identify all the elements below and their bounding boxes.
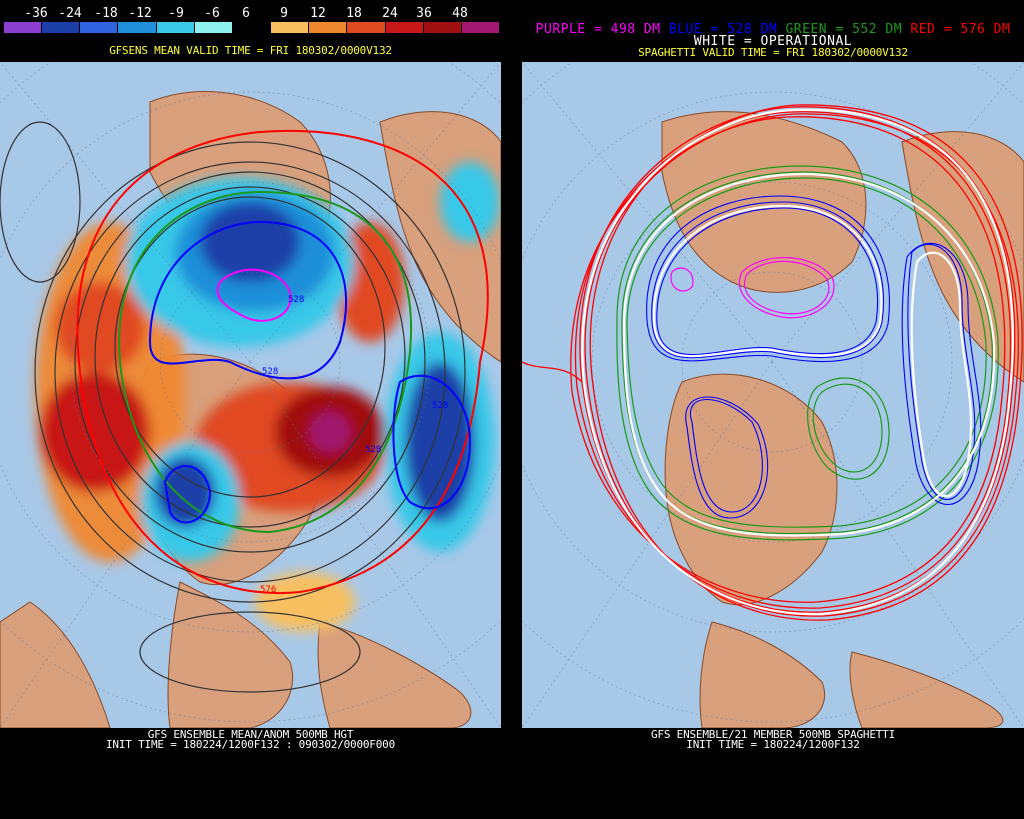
polar-stereographic-map bbox=[522, 62, 1024, 728]
colorbar-label: -18 bbox=[94, 6, 118, 21]
498-contour bbox=[216, 268, 292, 322]
colorbar-swatch bbox=[156, 22, 195, 33]
south-america-landmass bbox=[849, 651, 1004, 728]
576-contour bbox=[76, 130, 489, 594]
552-contour bbox=[118, 190, 413, 534]
legend-blue: BLUE = 528 DM bbox=[668, 22, 778, 37]
contour-label: 576 bbox=[260, 585, 276, 595]
colorbar-swatch bbox=[118, 22, 157, 33]
footer-init-time: INIT TIME = 180224/1200F132 : 090302/000… bbox=[105, 738, 395, 751]
colorbar-swatch bbox=[232, 22, 272, 33]
colorbar-label: -24 bbox=[58, 6, 82, 21]
contour-label: 528 bbox=[432, 401, 448, 411]
landmasses bbox=[661, 111, 1024, 728]
legend-purple: PURPLE = 498 DM bbox=[535, 22, 661, 37]
south-america-landmass bbox=[317, 621, 472, 728]
ensemble-mean-anomaly-panel: -36 -24 -18 -12 -9 -6 6 9 12 18 24 36 48… bbox=[0, 0, 501, 819]
footer-title: GFS ENSEMBLE MEAN/ANOM 500MB HGT bbox=[147, 728, 354, 741]
anomaly-colorbar bbox=[4, 22, 501, 33]
colorbar-label: -12 bbox=[128, 6, 152, 21]
colorbar-swatch bbox=[194, 22, 233, 33]
colorbar-label: 48 bbox=[452, 6, 468, 21]
spaghetti-legend: PURPLE = 498 DM BLUE = 528 DM GREEN = 55… bbox=[522, 23, 1024, 36]
528-contour bbox=[148, 220, 348, 380]
polar-stereographic-map: 528 528 528 528 576 bbox=[0, 62, 501, 728]
legend-white: WHITE = OPERATIONAL bbox=[693, 34, 853, 49]
blue-528-spaghetti bbox=[646, 195, 982, 519]
colorbar-label: 24 bbox=[382, 6, 398, 21]
height-contours bbox=[0, 121, 466, 693]
legend-green: GREEN = 552 DM bbox=[785, 22, 903, 37]
mean-anomaly-map: 528 528 528 528 576 bbox=[0, 62, 501, 728]
colorbar-swatch bbox=[4, 22, 43, 33]
legend-red: RED = 576 DM bbox=[910, 22, 1011, 37]
colorbar-label: 12 bbox=[310, 6, 326, 21]
colorbar-swatch bbox=[385, 22, 424, 33]
valid-time-label: GFSENS MEAN VALID TIME = FRI 180302/0000… bbox=[109, 44, 392, 57]
footer-title: GFS ENSEMBLE/21 MEMBER 500MB SPAGHETTI bbox=[650, 728, 896, 741]
colorbar-label: -9 bbox=[168, 6, 184, 21]
contour-label: 528 bbox=[262, 367, 278, 377]
pacific-island-landmass bbox=[0, 601, 111, 728]
operational-run bbox=[581, 108, 1014, 616]
central-america-landmass bbox=[699, 621, 826, 728]
colorbar-swatch bbox=[309, 22, 348, 33]
528-contour-atlantic bbox=[392, 374, 472, 510]
contour-label: 528 bbox=[365, 445, 381, 455]
colorbar-label: 36 bbox=[416, 6, 432, 21]
colorbar-swatch bbox=[423, 22, 462, 33]
colorbar-swatch bbox=[80, 22, 119, 33]
north-america-landmass bbox=[664, 373, 838, 606]
colorbar-label: -6 bbox=[204, 6, 220, 21]
contour-labels: 528 528 528 528 576 bbox=[260, 295, 448, 595]
contour-label: 528 bbox=[288, 295, 304, 305]
graticule bbox=[0, 62, 501, 728]
spaghetti-panel: PURPLE = 498 DM BLUE = 528 DM GREEN = 55… bbox=[522, 0, 1024, 819]
purple-498-spaghetti bbox=[670, 256, 835, 319]
colorbar-label: 6 bbox=[242, 6, 250, 21]
colorbar-swatch bbox=[42, 22, 81, 33]
panel-divider bbox=[501, 0, 522, 819]
footer-init-time: INIT TIME = 180224/1200F132 bbox=[686, 738, 860, 751]
eurasia-landmass bbox=[901, 131, 1024, 383]
colorbar-swatch bbox=[461, 22, 501, 33]
colorbar-swatch bbox=[347, 22, 386, 33]
528-contour-pacific bbox=[163, 465, 212, 524]
colorbar-label: 9 bbox=[280, 6, 288, 21]
colorbar-label: -36 bbox=[24, 6, 48, 21]
spaghetti-map bbox=[522, 62, 1024, 728]
graticule bbox=[522, 62, 1024, 728]
colorbar-swatch bbox=[271, 22, 310, 33]
colorbar-label: 18 bbox=[346, 6, 362, 21]
valid-time-label: SPAGHETTI VALID TIME = FRI 180302/0000V1… bbox=[638, 46, 908, 59]
